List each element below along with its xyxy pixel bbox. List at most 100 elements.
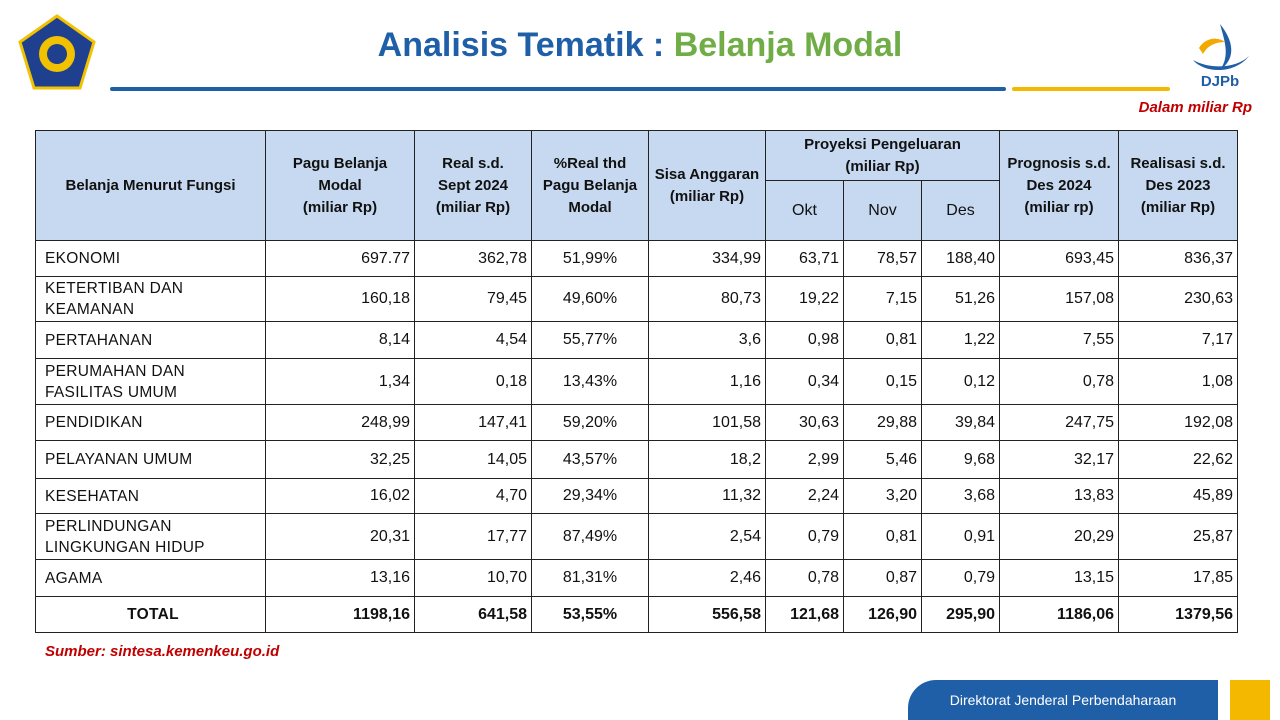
cell-value: 0,15 bbox=[843, 358, 922, 405]
cell-value: 17,77 bbox=[414, 513, 532, 560]
table-row: PELAYANAN UMUM 32,25 14,05 43,57% 18,2 2,99 5,… bbox=[35, 440, 1238, 479]
cell-value: 22,62 bbox=[1118, 440, 1238, 479]
table-row: EKONOMI 697.77 362,78 51,99% 334,99 63,71 78,5… bbox=[35, 240, 1238, 277]
column-header: Real s.d. Sept 2024 (miliar Rp) bbox=[414, 130, 532, 241]
total-value: 556,58 bbox=[648, 596, 766, 633]
cell-value: 80,73 bbox=[648, 276, 766, 322]
column-header: Pagu Belanja Modal (miliar Rp) bbox=[265, 130, 415, 241]
cell-value: 3,20 bbox=[843, 478, 922, 514]
cell-value: 7,55 bbox=[999, 321, 1119, 359]
table-row: KETERTIBAN DAN KEAMANAN 160,18 79,45 49,60%… bbox=[35, 276, 1238, 322]
source-note: Sumber: sintesa.kemenkeu.go.id bbox=[45, 643, 280, 660]
cell-value: 247,75 bbox=[999, 404, 1119, 441]
cell-value: 32,25 bbox=[265, 440, 415, 479]
row-label: PERTAHANAN bbox=[35, 321, 266, 359]
cell-value: 4,70 bbox=[414, 478, 532, 514]
cell-value: 248,99 bbox=[265, 404, 415, 441]
total-value: 1379,56 bbox=[1118, 596, 1238, 633]
row-label: PERUMAHAN DAN FASILITAS UMUM bbox=[35, 358, 266, 405]
total-row: TOTAL 1198,16 641,58 53,55% 556,58 121,68 126,… bbox=[35, 596, 1238, 633]
cell-value: 45,89 bbox=[1118, 478, 1238, 514]
cell-value: 8,14 bbox=[265, 321, 415, 359]
cell-value: 1,16 bbox=[648, 358, 766, 405]
cell-value: 1,22 bbox=[921, 321, 1000, 359]
data-table: Belanja Menurut Fungsi Pagu Belanja Modal… bbox=[35, 130, 1238, 633]
column-header: Belanja Menurut Fungsi bbox=[35, 130, 266, 241]
table-row: PERTAHANAN 8,14 4,54 55,77% 3,6 0,98 0,81 1,22 7… bbox=[35, 321, 1238, 359]
cell-value: 2,99 bbox=[765, 440, 844, 479]
row-label: KETERTIBAN DAN KEAMANAN bbox=[35, 276, 266, 322]
cell-value: 43,57% bbox=[531, 440, 649, 479]
column-header: %Real thd Pagu Belanja Modal bbox=[531, 130, 649, 241]
total-value: 1186,06 bbox=[999, 596, 1119, 633]
cell-value: 3,68 bbox=[921, 478, 1000, 514]
cell-value: 101,58 bbox=[648, 404, 766, 441]
cell-value: 7,15 bbox=[843, 276, 922, 322]
cell-value: 59,20% bbox=[531, 404, 649, 441]
column-header: Realisasi s.d. Des 2023 (miliar Rp) bbox=[1118, 130, 1238, 241]
cell-value: 78,57 bbox=[843, 240, 922, 277]
table-row: PERUMAHAN DAN FASILITAS UMUM 1,34 0,18 13,4… bbox=[35, 358, 1238, 405]
cell-value: 9,68 bbox=[921, 440, 1000, 479]
cell-value: 18,2 bbox=[648, 440, 766, 479]
table-row: PERLINDUNGAN LINGKUNGAN HIDUP 20,31 17,77 8… bbox=[35, 513, 1238, 560]
cell-value: 0,81 bbox=[843, 513, 922, 560]
cell-value: 25,87 bbox=[1118, 513, 1238, 560]
cell-value: 192,08 bbox=[1118, 404, 1238, 441]
cell-value: 1,08 bbox=[1118, 358, 1238, 405]
cell-value: 39,84 bbox=[921, 404, 1000, 441]
cell-value: 0,81 bbox=[843, 321, 922, 359]
total-value: 1198,16 bbox=[265, 596, 415, 633]
footer-accent bbox=[1230, 680, 1270, 720]
cell-value: 0,91 bbox=[921, 513, 1000, 560]
total-value: 641,58 bbox=[414, 596, 532, 633]
row-label: PERLINDUNGAN LINGKUNGAN HIDUP bbox=[35, 513, 266, 560]
cell-value: 230,63 bbox=[1118, 276, 1238, 322]
title-rule bbox=[110, 87, 1006, 91]
cell-value: 29,34% bbox=[531, 478, 649, 514]
cell-value: 5,46 bbox=[843, 440, 922, 479]
title-highlight: Belanja Modal bbox=[673, 26, 903, 64]
cell-value: 16,02 bbox=[265, 478, 415, 514]
cell-value: 157,08 bbox=[999, 276, 1119, 322]
cell-value: 0,78 bbox=[999, 358, 1119, 405]
header-row: Okt Nov Des bbox=[36, 180, 1238, 241]
footer-label: Direktorat Jenderal Perbendaharaan bbox=[908, 680, 1218, 720]
cell-value: 188,40 bbox=[921, 240, 1000, 277]
cell-value: 693,45 bbox=[999, 240, 1119, 277]
cell-value: 1,34 bbox=[265, 358, 415, 405]
row-label: PENDIDIKAN bbox=[35, 404, 266, 441]
unit-note: Dalam miliar Rp bbox=[1138, 99, 1252, 116]
djpb-logo: DJPb bbox=[1193, 24, 1249, 90]
cell-value: 17,85 bbox=[1118, 559, 1238, 597]
cell-value: 334,99 bbox=[648, 240, 766, 277]
cell-value: 13,15 bbox=[999, 559, 1119, 597]
cell-value: 81,31% bbox=[531, 559, 649, 597]
cell-value: 0,98 bbox=[765, 321, 844, 359]
cell-value: 49,60% bbox=[531, 276, 649, 322]
header-row: Belanja Menurut Fungsi Pagu Belanja Modal… bbox=[35, 130, 1238, 241]
row-label: PELAYANAN UMUM bbox=[35, 440, 266, 479]
cell-value: 0,34 bbox=[765, 358, 844, 405]
cell-value: 2,54 bbox=[648, 513, 766, 560]
cell-value: 0,79 bbox=[921, 559, 1000, 597]
cell-value: 2,24 bbox=[765, 478, 844, 514]
title-text: Analisis Tematik : bbox=[377, 26, 665, 64]
cell-value: 160,18 bbox=[265, 276, 415, 322]
total-value: 53,55% bbox=[531, 596, 649, 633]
cell-value: 63,71 bbox=[765, 240, 844, 277]
table-row: KESEHATAN 16,02 4,70 29,34% 11,32 2,24 3,20 3,6… bbox=[35, 478, 1238, 514]
page-title: Analisis Tematik : Belanja Modal bbox=[0, 26, 1280, 65]
cell-value: 32,17 bbox=[999, 440, 1119, 479]
cell-value: 0,79 bbox=[765, 513, 844, 560]
cell-value: 11,32 bbox=[648, 478, 766, 514]
cell-value: 14,05 bbox=[414, 440, 532, 479]
row-label: AGAMA bbox=[35, 559, 266, 597]
cell-value: 0,78 bbox=[765, 559, 844, 597]
cell-value: 0,87 bbox=[843, 559, 922, 597]
total-value: 126,90 bbox=[843, 596, 922, 633]
total-value: 295,90 bbox=[921, 596, 1000, 633]
cell-value: 10,70 bbox=[414, 559, 532, 597]
cell-value: 147,41 bbox=[414, 404, 532, 441]
